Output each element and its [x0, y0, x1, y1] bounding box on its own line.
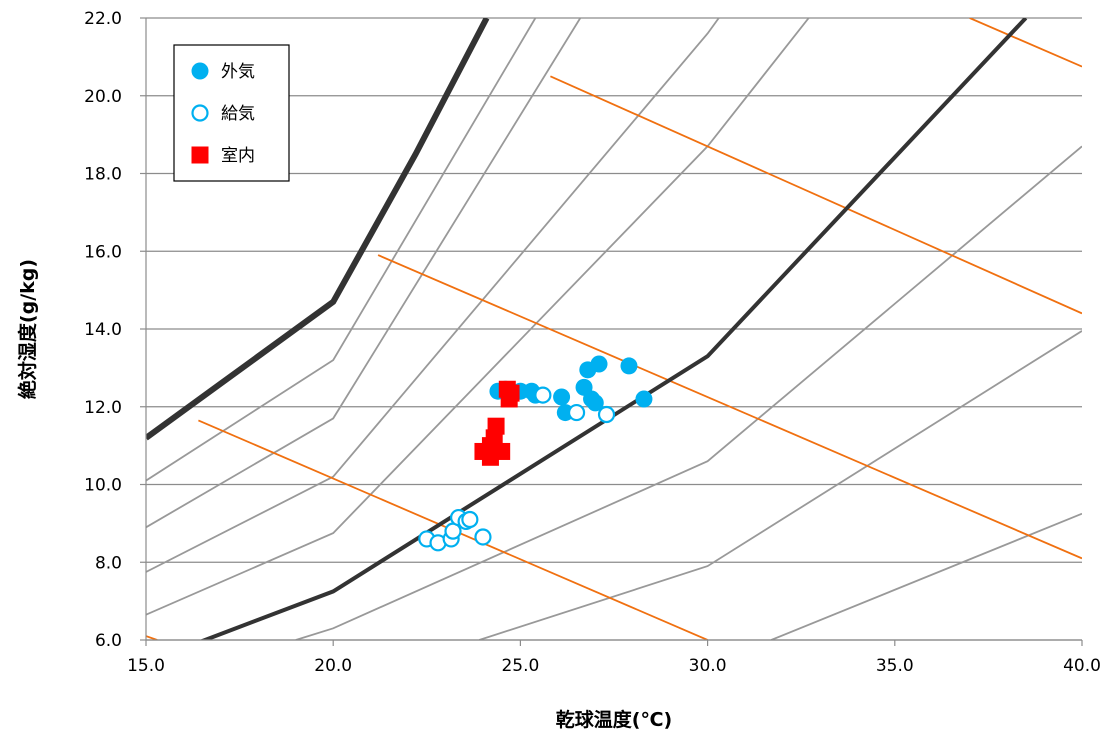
y-tick-label-5: 16.0 — [84, 242, 122, 262]
x-tick-label-4: 35.0 — [876, 656, 914, 676]
x-tick-label-5: 40.0 — [1063, 656, 1101, 676]
rh-curve-rh90 — [146, 18, 537, 482]
y-tick-label-6: 18.0 — [84, 165, 122, 185]
grid-lines — [146, 17, 1082, 641]
series-0-point-12 — [620, 357, 638, 375]
bold-curve-rh50 — [199, 18, 1028, 640]
series-1-point-2 — [597, 405, 616, 424]
series-1-point-9 — [461, 510, 479, 529]
series-0-point-13 — [635, 390, 653, 408]
series-1-point-10 — [474, 528, 492, 546]
series-0-point-11 — [590, 355, 608, 373]
y-tick-label-8: 22.0 — [84, 9, 122, 29]
enthalpy-line-h5 — [969, 18, 1082, 68]
x-tick-label-1: 20.0 — [314, 656, 352, 676]
legend-label-1: 給気 — [221, 104, 255, 124]
series-2-point-8 — [493, 442, 511, 460]
x-tick-label-2: 25.0 — [501, 656, 539, 676]
x-axis-title: 乾球温度(℃) — [556, 708, 672, 731]
bold-curve-rh100 — [146, 18, 490, 441]
y-tick-label-1: 8.0 — [95, 553, 122, 573]
rh-curve-rh60 — [146, 18, 810, 616]
data-points — [418, 355, 653, 552]
legend-label-0: 外気 — [221, 62, 255, 82]
series-1-point-0 — [534, 386, 552, 404]
series-2-point-2 — [500, 390, 518, 408]
rh-curve-rh70 — [146, 18, 720, 573]
y-tick-label-0: 6.0 — [95, 631, 122, 651]
y-tick-label-7: 20.0 — [84, 87, 122, 107]
rh-curve-rh30 — [478, 330, 1082, 640]
series-1-point-1 — [567, 403, 586, 422]
x-tick-label-0: 15.0 — [127, 656, 165, 676]
axes — [140, 17, 1083, 646]
enthalpy-line-h1 — [146, 635, 158, 640]
x-tick-label-3: 30.0 — [689, 656, 727, 676]
y-axis-title: 絶対湿度(g/kg) — [16, 259, 39, 399]
enthalpy-line-h3 — [377, 254, 1082, 560]
tick-labels: 15.0 20.0 25.0 30.0 35.0 40.0 6.0 8.0 10.0 12.0 14… — [84, 9, 1101, 676]
rh-curve-rh80 — [146, 18, 582, 529]
legend-label-2: 室内 — [221, 146, 255, 166]
rh-curve-rh40 — [295, 145, 1082, 640]
legend-marker-1 — [191, 104, 209, 122]
y-tick-label-3: 12.0 — [84, 398, 122, 418]
enthalpy-line-h4 — [550, 75, 1082, 315]
legend-marker-2 — [191, 146, 209, 164]
legend-marker-0 — [191, 62, 209, 80]
rh-curve-rh20 — [770, 512, 1082, 640]
y-tick-label-2: 10.0 — [84, 476, 122, 496]
series-0-point-10 — [586, 394, 604, 412]
y-tick-label-4: 14.0 — [84, 320, 122, 340]
series-0-point-5 — [553, 388, 571, 406]
